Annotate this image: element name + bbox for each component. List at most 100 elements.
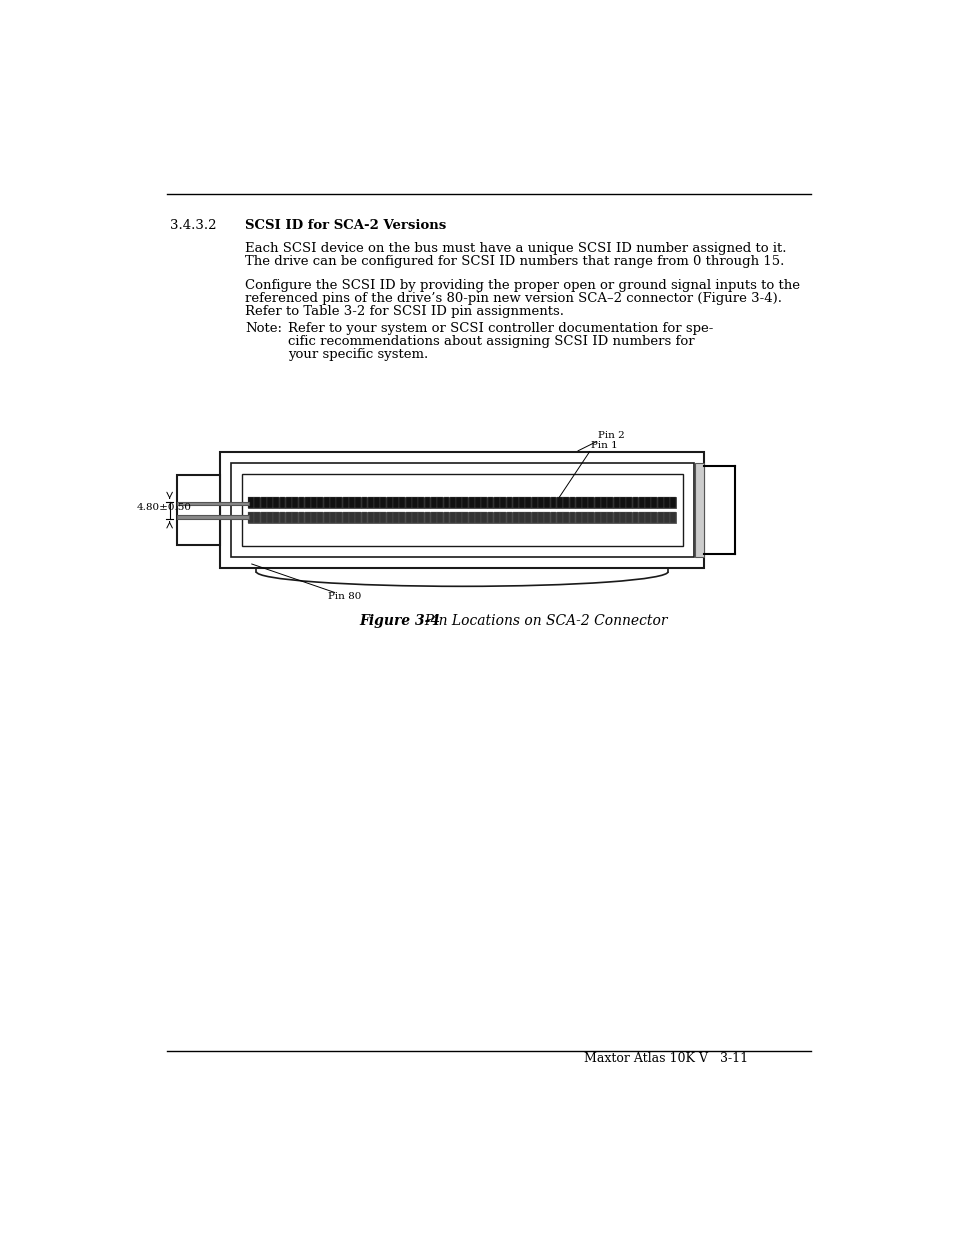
Text: cific recommendations about assigning SCSI ID numbers for: cific recommendations about assigning SC… — [288, 336, 694, 348]
Bar — [670, 513, 676, 524]
Bar — [254, 513, 260, 524]
Bar — [644, 496, 650, 508]
Bar — [544, 496, 550, 508]
Bar — [468, 496, 474, 508]
Bar — [279, 496, 285, 508]
Text: 4.80±0.50: 4.80±0.50 — [137, 503, 192, 511]
Bar — [576, 513, 581, 524]
Bar — [349, 513, 355, 524]
Bar — [695, 463, 703, 557]
Bar — [576, 496, 581, 508]
Bar — [361, 513, 367, 524]
Text: Pin 80: Pin 80 — [328, 593, 361, 601]
Bar — [417, 496, 424, 508]
Bar — [518, 513, 524, 524]
Bar — [368, 513, 374, 524]
Text: Pin 2: Pin 2 — [598, 431, 624, 440]
Bar — [531, 496, 537, 508]
Bar — [487, 496, 493, 508]
Bar — [462, 513, 468, 524]
Bar — [323, 496, 329, 508]
Bar — [431, 496, 436, 508]
Bar — [305, 513, 311, 524]
Bar — [550, 513, 556, 524]
Bar — [537, 513, 543, 524]
Bar — [658, 513, 663, 524]
Text: referenced pins of the drive’s 80-pin new version SCA–2 connector (Figure 3-4).: referenced pins of the drive’s 80-pin ne… — [245, 293, 781, 305]
Bar — [481, 496, 487, 508]
Bar — [456, 496, 461, 508]
Bar — [462, 496, 468, 508]
Bar — [581, 513, 587, 524]
Bar — [468, 513, 474, 524]
Bar — [274, 513, 279, 524]
Text: Each SCSI device on the bus must have a unique SCSI ID number assigned to it.: Each SCSI device on the bus must have a … — [245, 242, 785, 256]
Bar — [619, 496, 625, 508]
Bar — [355, 496, 361, 508]
Bar — [260, 496, 266, 508]
Bar — [330, 513, 335, 524]
Bar — [298, 496, 304, 508]
Bar — [588, 496, 594, 508]
Bar — [241, 474, 682, 546]
Bar — [286, 496, 292, 508]
Bar — [311, 513, 316, 524]
Bar — [562, 496, 569, 508]
Bar — [557, 513, 562, 524]
Bar — [481, 513, 487, 524]
Bar — [518, 496, 524, 508]
Text: Note:: Note: — [245, 322, 281, 335]
Bar — [436, 496, 442, 508]
Bar — [393, 496, 398, 508]
Bar — [644, 513, 650, 524]
Bar — [613, 496, 618, 508]
Bar — [342, 513, 348, 524]
Text: Pin Locations on SCA-2 Connector: Pin Locations on SCA-2 Connector — [416, 614, 667, 629]
Bar — [639, 496, 644, 508]
Bar — [475, 513, 480, 524]
Bar — [336, 513, 342, 524]
Bar — [569, 513, 575, 524]
Bar — [374, 513, 379, 524]
Bar — [544, 513, 550, 524]
Bar — [562, 513, 569, 524]
Bar — [380, 513, 386, 524]
Bar — [405, 513, 411, 524]
Bar — [569, 496, 575, 508]
Bar — [494, 513, 499, 524]
Bar — [613, 513, 618, 524]
Bar — [475, 496, 480, 508]
Bar — [607, 496, 613, 508]
Bar — [494, 496, 499, 508]
Bar — [487, 513, 493, 524]
Bar — [330, 496, 335, 508]
Bar — [619, 513, 625, 524]
Bar — [393, 513, 398, 524]
Bar — [317, 496, 323, 508]
Bar — [639, 513, 644, 524]
Bar — [177, 515, 249, 519]
Bar — [506, 496, 512, 508]
Bar — [594, 496, 600, 508]
Bar — [267, 496, 273, 508]
Text: 3.4.3.2: 3.4.3.2 — [171, 219, 216, 232]
Bar — [380, 496, 386, 508]
Bar — [279, 513, 285, 524]
Bar — [311, 496, 316, 508]
Bar — [317, 513, 323, 524]
Bar — [254, 496, 260, 508]
Bar — [431, 513, 436, 524]
Bar — [248, 513, 676, 524]
Bar — [658, 496, 663, 508]
Bar — [625, 496, 632, 508]
Bar — [305, 496, 311, 508]
Bar — [231, 463, 693, 557]
Bar — [525, 496, 531, 508]
Bar — [323, 513, 329, 524]
Bar — [405, 496, 411, 508]
Text: your specific system.: your specific system. — [288, 348, 428, 362]
Bar — [260, 513, 266, 524]
Text: Figure 3-4: Figure 3-4 — [359, 614, 440, 629]
Bar — [632, 513, 638, 524]
Bar — [443, 513, 449, 524]
